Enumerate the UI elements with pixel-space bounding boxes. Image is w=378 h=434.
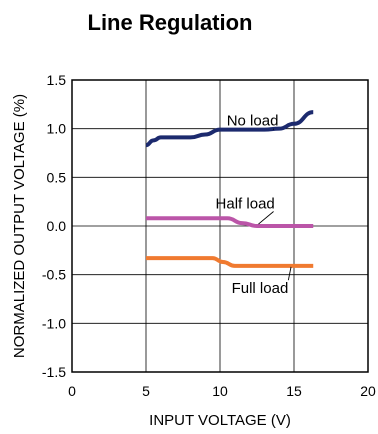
x-tick-label: 15 bbox=[286, 383, 302, 399]
x-tick-label: 10 bbox=[212, 383, 228, 399]
y-tick-label: -0.5 bbox=[42, 267, 66, 283]
x-tick-labels: 0 5 10 15 20 bbox=[68, 383, 376, 399]
x-axis-label: INPUT VOLTAGE (V) bbox=[149, 412, 291, 429]
x-tick-label: 20 bbox=[360, 383, 376, 399]
series-line-half-load bbox=[145, 216, 314, 228]
grid-lines bbox=[71, 79, 369, 373]
annotations: No load Half load Full load bbox=[216, 113, 292, 297]
series-lines bbox=[145, 110, 314, 268]
y-axis-label: NORMALIZED OUTPUT VOLTAGE (%) bbox=[11, 94, 28, 358]
y-tick-label: 1.5 bbox=[47, 72, 67, 88]
x-tick-label: 0 bbox=[68, 383, 76, 399]
y-tick-label: 1.0 bbox=[47, 121, 67, 137]
y-tick-label: 0.5 bbox=[47, 169, 67, 185]
annotation-label: Full load bbox=[232, 280, 289, 297]
annotation-leader-line bbox=[258, 211, 274, 225]
chart-title: Line Regulation bbox=[88, 10, 253, 35]
y-tick-label: 0.0 bbox=[47, 218, 67, 234]
annotation-label: Half load bbox=[216, 195, 275, 212]
plot-frame bbox=[71, 79, 369, 373]
y-tick-labels: 1.5 1.0 0.5 0.0 -0.5 -1.0 -1.5 bbox=[42, 72, 66, 380]
annotation-label: No load bbox=[227, 113, 279, 130]
annotation-leader-line bbox=[287, 266, 292, 281]
series-line-full-load bbox=[145, 256, 314, 268]
series-line-no-load bbox=[145, 110, 314, 148]
y-tick-label: -1.0 bbox=[42, 315, 66, 331]
x-tick-label: 5 bbox=[142, 383, 150, 399]
y-tick-label: -1.5 bbox=[42, 364, 66, 380]
